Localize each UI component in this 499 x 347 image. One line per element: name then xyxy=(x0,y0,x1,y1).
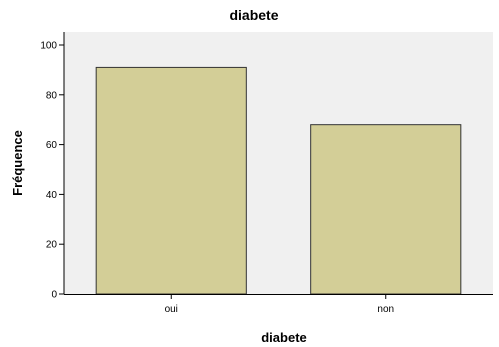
y-tick-label: 0 xyxy=(51,290,57,301)
y-axis-title: Fréquence xyxy=(10,130,25,196)
y-tick-label: 40 xyxy=(46,190,58,201)
x-tick-label-non: non xyxy=(377,304,394,315)
y-tick-label: 100 xyxy=(40,41,57,52)
x-axis-title: diabete xyxy=(261,330,307,345)
bar-oui xyxy=(95,66,247,295)
bar-non xyxy=(310,124,462,295)
x-tick-label-oui: oui xyxy=(165,304,178,315)
y-tick-label: 20 xyxy=(46,240,58,251)
y-tick-label: 60 xyxy=(46,140,58,151)
chart-title: diabete xyxy=(229,7,278,23)
y-tick-label: 80 xyxy=(46,90,58,101)
